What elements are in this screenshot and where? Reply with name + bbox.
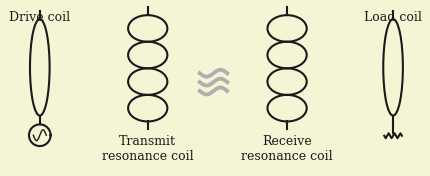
Text: Load coil: Load coil [364, 11, 422, 24]
Text: Drive coil: Drive coil [9, 11, 71, 24]
Text: Transmit
resonance coil: Transmit resonance coil [102, 135, 194, 163]
Text: Receive
resonance coil: Receive resonance coil [241, 135, 333, 163]
